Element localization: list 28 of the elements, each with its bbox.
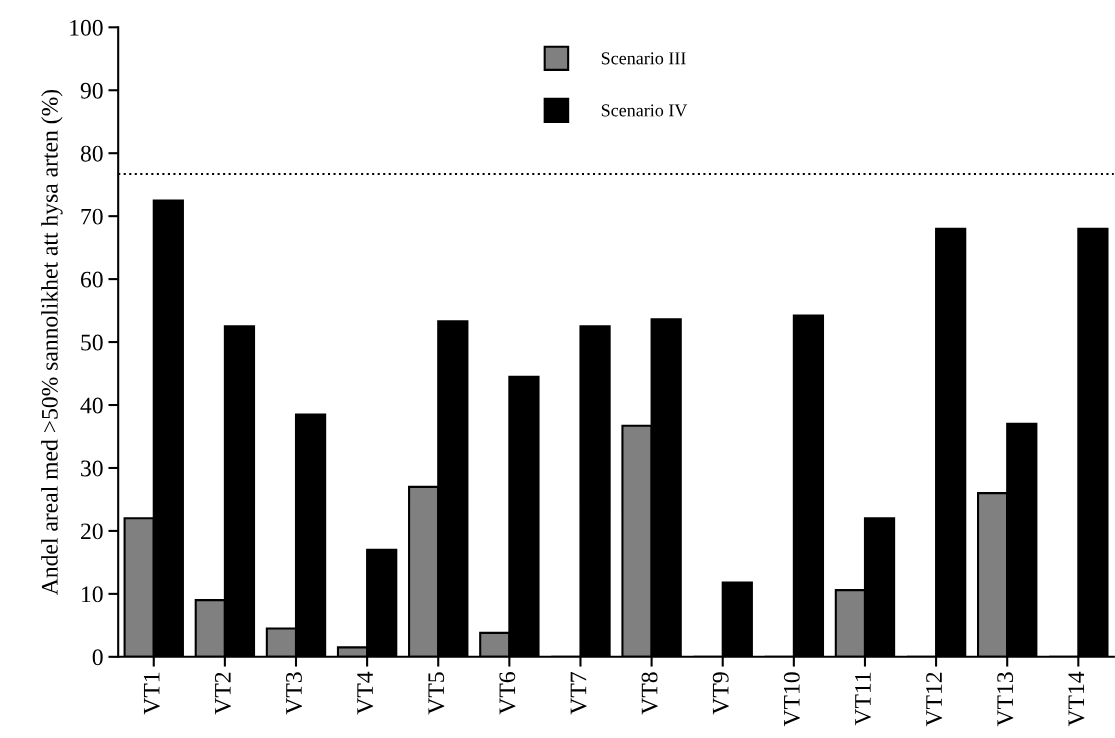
- y-tick-label: 30: [81, 460, 103, 477]
- legend-label: Scenario IV: [601, 104, 688, 117]
- y-tick-label: 50: [81, 334, 103, 351]
- y-tick-label: 60: [81, 271, 103, 288]
- y-tick-label: 20: [81, 523, 103, 540]
- x-tick-label: VT11: [855, 672, 871, 726]
- x-tick-label: VT8: [641, 672, 658, 715]
- y-tick-label: 100: [70, 19, 103, 36]
- x-tick-label: VT13: [997, 672, 1014, 727]
- x-tick-label: VT2: [214, 672, 231, 715]
- y-tick-label: 0: [92, 649, 103, 666]
- x-tick-label: VT1: [143, 672, 160, 715]
- x-tick-label: VT4: [357, 671, 374, 715]
- y-tick-label: 70: [81, 208, 103, 225]
- x-tick-label: VT3: [286, 672, 303, 715]
- y-tick-label: 80: [80, 145, 103, 162]
- x-tick-label: VT12: [926, 672, 943, 727]
- x-tick-label: VT14: [1068, 671, 1085, 727]
- y-axis-title: Andel areal med >50% sannolikhet att hysa arten (%): [41, 89, 63, 596]
- legend-label: Scenario III: [601, 52, 686, 65]
- x-tick-label: VT5: [428, 672, 445, 715]
- y-tick-label: 90: [80, 82, 103, 99]
- x-tick-label: VT9: [712, 672, 729, 715]
- x-tick-label: VT10: [783, 672, 800, 727]
- y-tick-label: 40: [80, 397, 103, 414]
- x-tick-label: VT6: [499, 672, 516, 715]
- x-tick-label: VT7: [570, 672, 587, 715]
- y-tick-label: 10: [82, 586, 103, 603]
